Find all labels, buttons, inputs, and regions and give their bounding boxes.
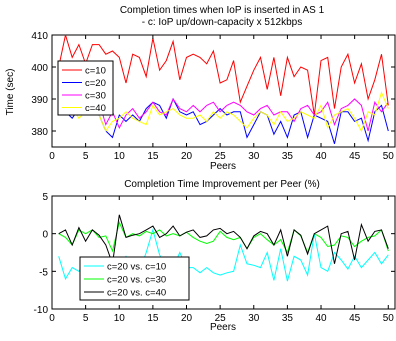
legend-label: c=20 bbox=[85, 78, 106, 89]
legend-label: c=20 vs. c=10 bbox=[107, 262, 166, 273]
x-tick-label: 45 bbox=[349, 151, 361, 162]
legend-bottom: c=20 vs. c=10 c=20 vs. c=30 c=20 vs. c=40 bbox=[79, 256, 190, 301]
y-axis-label-top: Time (sec) bbox=[5, 69, 16, 116]
x-tick-label: 20 bbox=[181, 151, 193, 162]
y-tick-label: 380 bbox=[31, 127, 48, 138]
chart-title-line-1: Completion times when IoP is inserted in… bbox=[120, 5, 325, 16]
x-tick-label: 10 bbox=[114, 313, 126, 324]
legend-top: c=10c=20 c=30c=40 bbox=[57, 60, 114, 116]
series-line-2 bbox=[58, 220, 389, 254]
x-axis-label-bottom: Peers bbox=[210, 322, 236, 333]
legend-label: c=20 vs. c=40 bbox=[107, 288, 166, 299]
series-line-1 bbox=[58, 34, 389, 116]
legend-label: c=30 bbox=[85, 91, 106, 102]
x-tick-label: 30 bbox=[248, 151, 260, 162]
series-line-3 bbox=[58, 214, 389, 264]
axes-group-bottom: 0 5 10 15 20 25 30 35 40 45 50 -10 -5 0 5 bbox=[34, 192, 395, 324]
x-tick-label: 20 bbox=[181, 313, 193, 324]
y-tick-label: 400 bbox=[31, 63, 48, 74]
chart-title-line-2: - c: IoP up/down-capacity x 512kbps bbox=[142, 17, 302, 28]
y-tick-label: -5 bbox=[39, 267, 48, 278]
x-tick-label: 45 bbox=[349, 313, 361, 324]
series-line-4 bbox=[58, 91, 389, 133]
y-tick-label: 410 bbox=[31, 31, 48, 42]
x-tick-label: 10 bbox=[114, 151, 126, 162]
x-tick-label: 25 bbox=[215, 313, 227, 324]
y-tick-label: -10 bbox=[34, 305, 49, 316]
y-tick-label: 0 bbox=[42, 230, 48, 241]
completion-times-chart: Completion times when IoP is inserted in… bbox=[5, 5, 396, 172]
x-tick-label: 40 bbox=[315, 313, 327, 324]
y-tick-label: 390 bbox=[31, 95, 48, 106]
x-tick-label: 35 bbox=[282, 151, 294, 162]
x-tick-label: 50 bbox=[383, 313, 395, 324]
x-tick-label: 30 bbox=[248, 313, 260, 324]
x-tick-label: 0 bbox=[49, 313, 55, 324]
x-tick-label: 50 bbox=[383, 151, 395, 162]
series-group-top bbox=[58, 34, 389, 144]
x-tick-label: 25 bbox=[215, 151, 227, 162]
chart-title-bottom: Completion Time Improvement per Peer (%) bbox=[124, 179, 320, 190]
legend-label: c=10 bbox=[85, 66, 106, 77]
x-tick-label: 0 bbox=[49, 151, 55, 162]
x-axis-label-top: Peers bbox=[210, 161, 236, 172]
legend-label: c=40 bbox=[85, 103, 106, 114]
y-tick-label: 5 bbox=[42, 192, 48, 203]
series-line-2 bbox=[58, 97, 389, 144]
x-tick-label: 15 bbox=[147, 313, 159, 324]
x-tick-label: 5 bbox=[83, 313, 89, 324]
x-tick-label: 35 bbox=[282, 313, 294, 324]
legend-label: c=20 vs. c=30 bbox=[107, 275, 166, 286]
x-tick-label: 15 bbox=[147, 151, 159, 162]
improvement-chart: Completion Time Improvement per Peer (%)… bbox=[34, 179, 396, 333]
axes-group-top: 0 5 10 15 20 25 30 35 40 45 50 380 390 400 410 bbox=[31, 31, 395, 162]
series-line-3 bbox=[58, 97, 389, 132]
x-tick-label: 40 bbox=[315, 151, 327, 162]
x-tick-label: 5 bbox=[83, 151, 89, 162]
